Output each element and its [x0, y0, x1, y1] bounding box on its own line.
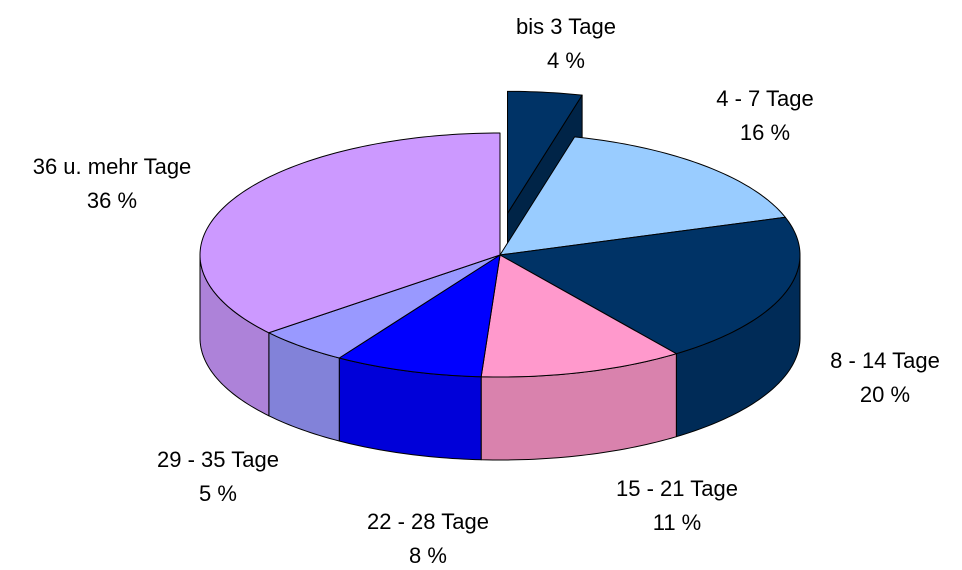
slice: [499, 136, 786, 256]
slice: [268, 254, 501, 359]
value-label: 8 %: [409, 543, 447, 568]
slice-label: 22 - 28 Tage: [367, 509, 489, 534]
slice-label: 4 - 7 Tage: [716, 86, 813, 111]
value-label: 20 %: [860, 382, 910, 407]
slice-label: bis 3 Tage: [516, 14, 616, 39]
slice-label: 29 - 35 Tage: [157, 447, 279, 472]
value-label: 16 %: [740, 120, 790, 145]
slice: [480, 254, 677, 378]
slice-label: 8 - 14 Tage: [830, 348, 940, 373]
value-label: 4 %: [547, 48, 585, 73]
slice: [199, 132, 501, 334]
value-label: 36 %: [87, 188, 137, 213]
slice: [507, 90, 583, 214]
slice-label: 36 u. mehr Tage: [33, 154, 192, 179]
value-label: 11 %: [653, 510, 702, 535]
slice: [338, 254, 501, 378]
value-label: 5 %: [199, 481, 237, 506]
slice: [499, 216, 801, 355]
slice-label: 15 - 21 Tage: [616, 476, 738, 501]
